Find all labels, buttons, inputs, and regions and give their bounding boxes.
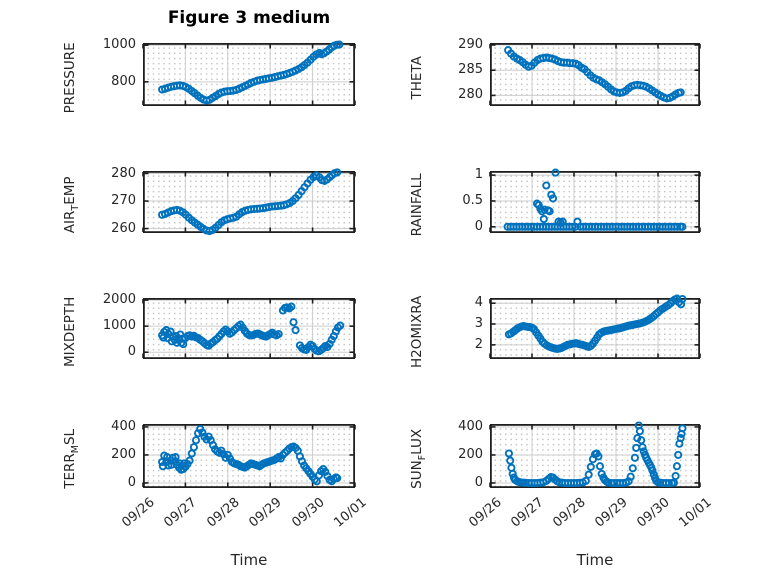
y-axis-label-text: LUX — [409, 428, 426, 455]
subplot-theta — [489, 42, 701, 107]
scatter-series-sun_flux — [504, 421, 687, 488]
y-tick-label: 270 — [111, 193, 136, 208]
y-tick-label: 0 — [127, 344, 136, 360]
y-tick-label: 400 — [111, 418, 136, 434]
y-tick-label: 0.5 — [462, 193, 483, 208]
y-axis-label-text: THETA — [409, 55, 426, 100]
scatter-plot-h2omixra — [489, 294, 701, 360]
y-tick-label: 4 — [474, 295, 483, 311]
y-axis-label-text: EMP — [62, 176, 79, 205]
y-tick-label: 200 — [458, 446, 483, 462]
y-tick-label: 800 — [111, 73, 136, 89]
y-axis-label-text: TERR — [62, 453, 79, 489]
y-tick-label: 280 — [111, 165, 136, 181]
y-axis-label-text: AIR — [62, 210, 79, 234]
y-tick-label: 200 — [111, 446, 136, 462]
scatter-series-terr_msl — [158, 424, 342, 486]
scatter-plot-pressure — [142, 40, 356, 107]
subplot-terr_msl — [142, 423, 356, 489]
y-axis-label-text: PRESSURE — [62, 41, 79, 113]
y-axis-label-sun_flux: SUNFLUX — [408, 359, 432, 559]
x-axis-label: Time — [576, 551, 614, 569]
y-axis-label-text: MIXDEPTH — [62, 296, 79, 367]
y-tick-label: 290 — [458, 37, 483, 52]
subplot-h2omixra — [489, 294, 701, 360]
axes-frame — [489, 297, 700, 360]
y-tick-label: 2 — [474, 336, 483, 352]
scatter-plot-sun_flux — [489, 421, 701, 489]
scatter-plot-theta — [489, 42, 701, 107]
scatter-series-theta — [504, 46, 685, 103]
y-tick-label: 2000 — [102, 292, 136, 308]
scatter-plot-terr_msl — [142, 423, 356, 489]
axes-frame — [489, 423, 700, 489]
y-axis-label-text: M — [69, 445, 81, 454]
y-axis-label-text: T — [69, 204, 81, 211]
figure-title: Figure 3 medium — [167, 8, 331, 28]
scatter-series-h2omixra — [504, 294, 687, 354]
y-axis-label-text: RAINFALL — [409, 173, 426, 237]
axes-frame — [142, 297, 355, 360]
y-tick-label: 0 — [474, 475, 483, 490]
scatter-series-mixdepth — [158, 302, 345, 356]
scatter-plot-mixdepth — [142, 297, 356, 360]
y-axis-label-terr_msl: TERRMSL — [61, 359, 85, 559]
y-tick-label: 1 — [474, 167, 483, 183]
y-tick-label: 260 — [111, 220, 136, 236]
y-axis-label-text: H2OMIXRA — [409, 295, 426, 368]
x-axis-label: Time — [230, 551, 268, 569]
scatter-plot-air_temp — [142, 168, 356, 236]
y-tick-label: 3 — [474, 316, 483, 331]
y-tick-label: 1000 — [102, 318, 136, 334]
y-axis-label-text: SUN — [409, 460, 426, 489]
y-tick-label: 285 — [458, 62, 483, 78]
y-tick-label: 1000 — [102, 37, 136, 53]
subplot-air_temp — [142, 168, 356, 236]
subplot-pressure — [142, 40, 356, 107]
y-axis-label-text: SL — [62, 428, 79, 446]
scatter-plot-rainfall — [489, 168, 701, 234]
y-tick-label: 0 — [474, 218, 483, 234]
axes-frame — [142, 423, 355, 489]
y-tick-label: 0 — [127, 475, 136, 490]
subplot-sun_flux — [489, 421, 701, 489]
y-tick-label: 280 — [458, 87, 483, 103]
subplot-mixdepth — [142, 297, 356, 360]
scatter-series-rainfall — [503, 168, 687, 231]
scatter-series-pressure — [158, 40, 344, 105]
axes-frame — [489, 42, 700, 107]
y-axis-label-text: F — [416, 454, 428, 461]
scatter-series-air_temp — [158, 168, 342, 236]
axes-frame — [489, 170, 700, 234]
axes-frame — [142, 170, 355, 234]
axes-frame — [142, 42, 355, 107]
y-tick-label: 400 — [458, 418, 483, 434]
subplot-rainfall — [489, 168, 701, 234]
